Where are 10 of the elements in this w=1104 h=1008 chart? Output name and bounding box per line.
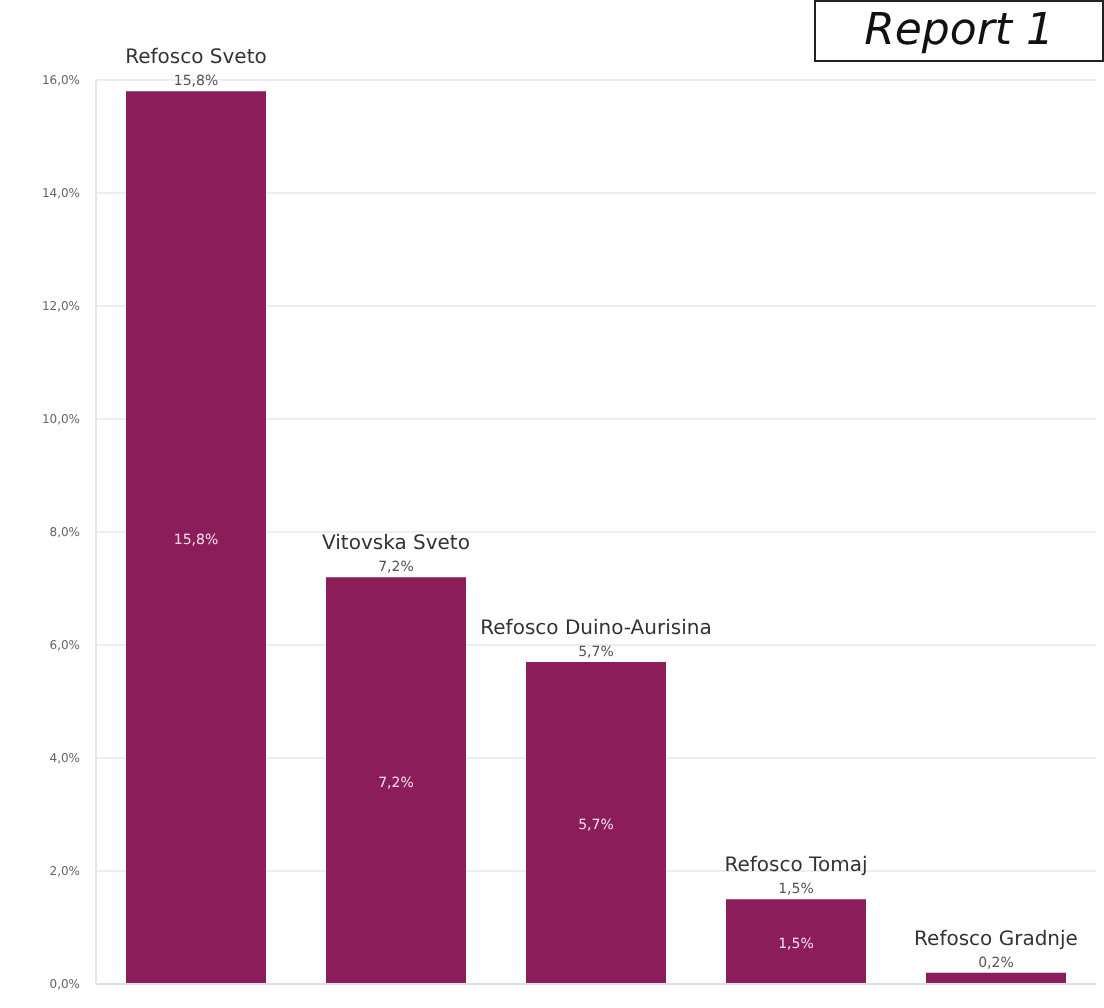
- x-tick-label: Vitovska Sveto: [322, 533, 470, 556]
- bar: [526, 661, 666, 984]
- x-tick-label: Refosco Tomaj: [724, 855, 868, 878]
- text: Report 1: [814, 0, 1104, 62]
- bar: [726, 899, 866, 984]
- bar: [126, 91, 266, 984]
- x-tick-label: Refosco Sveto: [125, 47, 267, 70]
- bar: [326, 577, 466, 984]
- x-tick-label: Refosco Duino-Aurisina: [480, 617, 712, 640]
- x-tick-label: Refosco Gradnje: [914, 928, 1078, 951]
